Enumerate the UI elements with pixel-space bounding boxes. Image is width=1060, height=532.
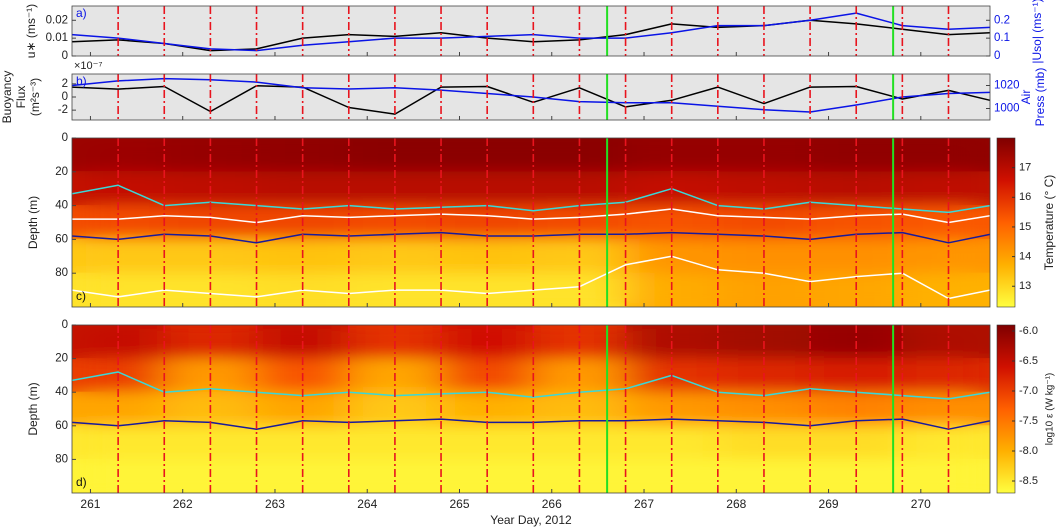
colorbar-label: log10 ε (W kg⁻¹) (1045, 373, 1056, 446)
y-tick-label: 80 (55, 453, 68, 465)
y2-tick-label: 1020 (994, 80, 1020, 92)
heatmap-smooth (72, 138, 990, 307)
series-line (72, 184, 990, 214)
colorbar (996, 324, 1016, 494)
colorbar-tick-label: -6.5 (1019, 355, 1038, 367)
y2-tick-label: 0 (994, 50, 1000, 62)
colorbar-tick-label: -8.0 (1019, 445, 1038, 457)
panel-label: c) (76, 289, 86, 303)
plot-background (72, 6, 990, 56)
panel-label: d) (76, 475, 87, 489)
heat-cell (901, 238, 990, 274)
x-tick-label: 267 (634, 497, 654, 511)
heat-cell (901, 458, 990, 493)
panel-label: b) (76, 74, 87, 88)
heat-cell (901, 325, 990, 360)
y2-axis-label: Air (1019, 90, 1033, 105)
colorbar-tick-label: 14 (1019, 251, 1031, 263)
y-tick-label: 40 (55, 386, 68, 398)
y-tick-label: 2 (62, 78, 68, 90)
x-tick-label: 270 (911, 497, 931, 511)
y-tick-label: 20 (55, 353, 68, 365)
y-tick-label: 0 (62, 132, 68, 144)
x-tick-label: 265 (449, 497, 469, 511)
y-tick-label: 0.02 (46, 14, 68, 26)
x-tick-label: 268 (726, 497, 746, 511)
x-tick-label: 263 (265, 497, 285, 511)
y2-tick-label: 0.1 (994, 32, 1010, 44)
y-tick-label: 60 (55, 420, 68, 432)
y-axis-label: Depth (m) (26, 196, 40, 249)
y-tick-label: 40 (55, 200, 68, 212)
x-tick-label: 266 (542, 497, 562, 511)
heat-cell (901, 391, 990, 427)
y2-axis-label: |Uso| (ms⁻¹) (1030, 0, 1044, 64)
colorbar-label: Temperature (° C) (1042, 175, 1056, 271)
colorbar (996, 137, 1016, 308)
colorbar-tick-label: 15 (1019, 221, 1031, 233)
heat-cell (901, 272, 990, 307)
colorbar-tick-label: -8.5 (1019, 475, 1038, 487)
colorbar-tick-label: -6.0 (1019, 325, 1038, 337)
series-line (72, 255, 990, 300)
y-axis-label: u∗ (ms⁻¹) (24, 4, 38, 58)
y-tick-label: 0 (62, 91, 68, 103)
y-tick-label: 60 (55, 233, 68, 245)
y-tick-label: 80 (55, 267, 68, 279)
y-tick-label: 20 (55, 166, 68, 178)
y-tick-label: 0 (62, 319, 68, 331)
colorbar-tick-label: 17 (1019, 162, 1031, 174)
x-tick-label: 262 (173, 497, 193, 511)
heat-cell (901, 138, 990, 173)
y2-axis-label: Press (mb) (1033, 68, 1047, 127)
x-tick-label: 261 (80, 497, 100, 511)
heat-cell (901, 358, 990, 393)
y-axis-label: Buoyancy (0, 71, 14, 124)
axis-multiplier: ×10⁻⁷ (74, 60, 102, 72)
plot-frame (71, 5, 991, 57)
x-tick-label: 264 (357, 497, 377, 511)
y-axis-label: (m²s⁻³) (28, 78, 42, 116)
heat-cell (901, 425, 990, 460)
heatmap-smooth (72, 325, 990, 493)
plot-frame (71, 324, 991, 494)
y-tick-label: -2 (58, 104, 68, 116)
y-axis-label: Depth (m) (26, 382, 40, 435)
x-axis-label: Year Day, 2012 (490, 513, 572, 527)
y-tick-label: 0.01 (46, 32, 68, 44)
series-line (72, 371, 990, 400)
y-tick-label: 0 (62, 50, 68, 62)
colorbar-tick-label: 13 (1019, 280, 1031, 292)
y2-tick-label: 0.2 (994, 14, 1010, 26)
y2-tick-label: 1000 (994, 103, 1020, 115)
y-axis-label: Flux (14, 86, 28, 109)
colorbar-tick-label: 16 (1019, 191, 1031, 203)
plot-frame (71, 137, 991, 308)
colorbar-tick-label: -7.5 (1019, 415, 1038, 427)
heat-cell (901, 171, 990, 207)
colorbar-tick-label: -7.0 (1019, 385, 1038, 397)
panel-label: a) (76, 6, 87, 20)
x-tick-label: 269 (819, 497, 839, 511)
